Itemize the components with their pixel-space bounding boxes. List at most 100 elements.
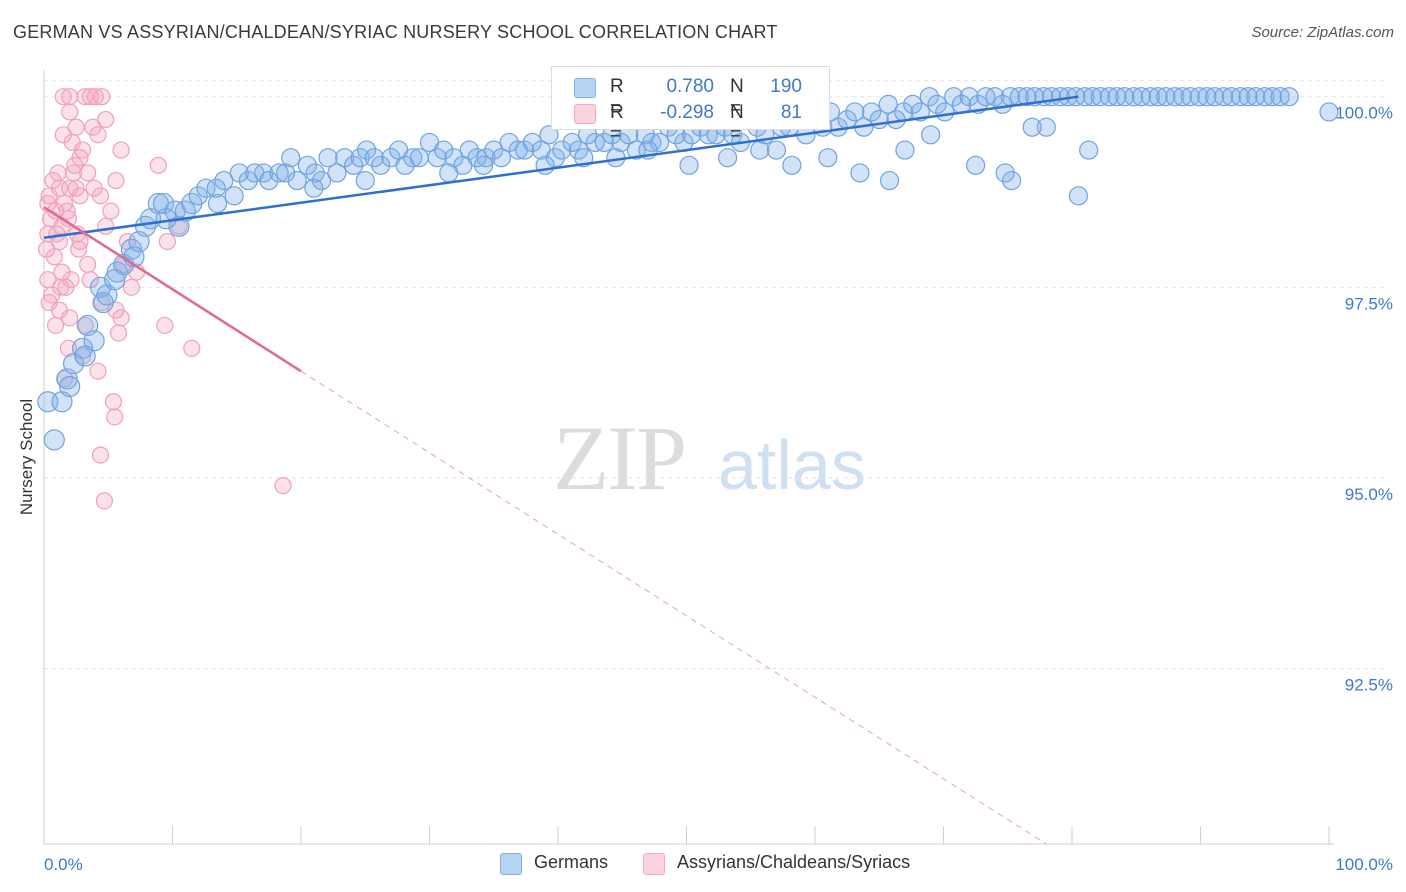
- assyrian-point: [97, 110, 115, 129]
- german-point: [562, 132, 582, 153]
- assyrian-point: [61, 103, 79, 121]
- german-point: [355, 170, 375, 191]
- german-point: [782, 155, 802, 175]
- german-point: [818, 148, 838, 168]
- german-point: [649, 132, 670, 153]
- assyrian-point: [95, 492, 113, 510]
- assyrian-point: [109, 324, 128, 342]
- german-point: [297, 155, 318, 175]
- german-point: [995, 163, 1015, 183]
- german-point: [1214, 87, 1234, 107]
- assyrian-point: [44, 171, 62, 190]
- german-point: [188, 186, 208, 206]
- german-point: [104, 269, 126, 291]
- bottom-legend-label: Germans: [534, 852, 609, 872]
- german-point: [1002, 170, 1022, 191]
- assyrian-point: [79, 255, 97, 274]
- assyrian-point: [112, 141, 130, 159]
- german-point: [1165, 87, 1185, 107]
- assyrians-trend-extension: [300, 370, 1047, 845]
- assyrian-point: [158, 232, 176, 251]
- german-point: [1022, 117, 1042, 137]
- german-point: [919, 87, 939, 107]
- assyrian-point: [104, 393, 122, 411]
- german-point: [1082, 87, 1103, 107]
- german-point: [403, 148, 423, 168]
- german-point: [879, 170, 900, 191]
- german-point: [921, 125, 941, 145]
- german-point: [1172, 87, 1193, 107]
- trend-lines: [43, 95, 1079, 845]
- y-tick-label: 100.0%: [1335, 104, 1393, 123]
- assyrian-point: [106, 408, 124, 426]
- y-tick-label: 95.0%: [1345, 485, 1393, 504]
- assyrian-point: [57, 278, 75, 296]
- german-point: [1068, 186, 1089, 206]
- assyrian-point: [183, 339, 201, 357]
- german-point: [552, 140, 572, 160]
- german-point: [1148, 87, 1168, 107]
- german-point: [459, 140, 479, 160]
- assyrian-point: [46, 202, 65, 220]
- german-point: [350, 148, 370, 168]
- german-point: [43, 429, 65, 451]
- german-point: [287, 170, 307, 191]
- german-point: [1255, 87, 1275, 107]
- german-point: [327, 163, 347, 183]
- german-point: [484, 140, 504, 160]
- german-point: [944, 87, 964, 107]
- assyrian-point: [89, 126, 107, 144]
- german-point: [966, 155, 986, 175]
- german-point: [927, 94, 947, 114]
- legend-r-value: -0.298: [660, 102, 714, 123]
- german-point: [155, 208, 177, 230]
- germans-points: [37, 87, 1339, 451]
- german-point: [895, 140, 915, 160]
- german-point: [626, 140, 646, 160]
- german-point: [1017, 87, 1037, 107]
- german-point: [318, 148, 338, 168]
- german-point: [275, 163, 296, 183]
- assyrian-point: [61, 309, 79, 327]
- legend-n-label: N =: [730, 102, 744, 145]
- assyrian-point: [66, 156, 84, 174]
- legend-n-value: 81: [780, 102, 802, 123]
- assyrian-point: [112, 309, 130, 327]
- legend-r-label: R =: [610, 102, 624, 145]
- assyrian-point: [70, 240, 88, 258]
- german-point: [259, 170, 279, 191]
- axes: [43, 70, 1334, 845]
- german-point: [1319, 102, 1339, 122]
- german-point: [224, 186, 244, 206]
- assyrian-point: [91, 446, 110, 464]
- german-point: [409, 148, 429, 168]
- german-point: [1079, 140, 1099, 160]
- assyrian-point: [89, 362, 107, 380]
- german-point: [1262, 87, 1283, 107]
- german-point: [1036, 117, 1056, 137]
- german-point: [766, 140, 787, 160]
- assyrian-point: [149, 156, 167, 174]
- assyrian-point: [67, 179, 85, 197]
- assyrian-point: [274, 476, 292, 495]
- legend-n-label: N =: [730, 76, 744, 119]
- german-point: [1099, 87, 1119, 107]
- german-point: [476, 148, 496, 168]
- x-tick-label-max: 100.0%: [1335, 855, 1393, 874]
- assyrian-point: [40, 187, 58, 205]
- assyrian-point: [59, 339, 78, 357]
- legend-swatch-assyrians: [574, 104, 596, 124]
- assyrian-point: [102, 202, 120, 220]
- german-point: [514, 140, 535, 160]
- german-point: [120, 238, 142, 260]
- german-point: [985, 87, 1005, 107]
- german-point: [238, 170, 258, 191]
- german-point: [311, 170, 332, 191]
- assyrian-point: [46, 316, 65, 335]
- german-point: [364, 148, 384, 168]
- german-point: [539, 125, 559, 145]
- german-point: [207, 193, 228, 214]
- german-point: [214, 170, 234, 191]
- german-point: [74, 345, 96, 367]
